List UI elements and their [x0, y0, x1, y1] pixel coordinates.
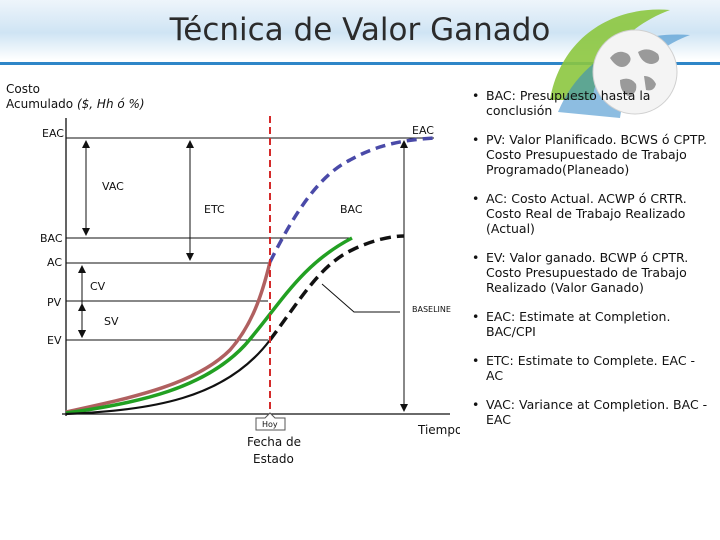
- earned-value-diagram: Costo Acumulado ($, Hh ó %) Tiempo BASEL…: [6, 82, 460, 466]
- y-axis-label-units: ($, Hh ó %): [73, 97, 144, 111]
- definition-bac: BAC: Presupuesto hasta la conclusión: [462, 88, 720, 118]
- bac-left-label: BAC: [40, 232, 63, 245]
- status-date-label-line1: Fecha de: [247, 435, 301, 449]
- sv-label: SV: [104, 315, 119, 328]
- hoy-label: Hoy: [262, 420, 278, 429]
- definition-etc: ETC: Estimate to Complete. EAC - AC: [462, 353, 720, 383]
- hoy-marker: [255, 412, 286, 431]
- definition-vac: VAC: Variance at Completion. BAC - EAC: [462, 397, 720, 427]
- bac-center-label: BAC: [340, 203, 363, 216]
- etc-label: ETC: [204, 203, 225, 216]
- definition-ac: AC: Costo Actual. ACWP ó CRTR. Costo Rea…: [462, 191, 720, 236]
- pv-baseline-curve: [65, 236, 353, 415]
- slide-title: Técnica de Valor Ganado: [169, 12, 551, 48]
- definition-pv: PV: Valor Planificado. BCWS ó CPTP. Cost…: [462, 132, 720, 177]
- ac-curve: [65, 261, 272, 414]
- eac-forecast-curve: [268, 136, 435, 263]
- ev-curve: [65, 339, 271, 416]
- header-rule: [0, 62, 720, 65]
- time-axis-label: Tiempo: [417, 423, 460, 437]
- definitions-list: BAC: Presupuesto hasta la conclusión PV:…: [462, 88, 720, 441]
- definition-eac: EAC: Estimate at Completion. BAC/CPI: [462, 309, 720, 339]
- ev-forecast-curve: [268, 234, 405, 342]
- y-axis-label-main: Acumulado: [6, 97, 73, 111]
- baseline-label: BASELINE: [412, 305, 451, 314]
- eac-right-label: EAC: [412, 124, 434, 137]
- ev-label: EV: [47, 334, 62, 347]
- baseline-callout-line: [321, 283, 400, 313]
- status-date-label-line2: Estado: [253, 452, 294, 466]
- y-axis-label-line2: Acumulado ($, Hh ó %): [6, 97, 145, 111]
- definition-ev: EV: Valor ganado. BCWP ó CPTR. Costo Pre…: [462, 250, 720, 295]
- cv-label: CV: [90, 280, 106, 293]
- pv-label: PV: [47, 296, 62, 309]
- vac-label: VAC: [102, 180, 124, 193]
- eac-left-label: EAC: [42, 127, 64, 140]
- ac-label: AC: [47, 256, 62, 269]
- y-axis-label-line1: Costo: [6, 82, 40, 96]
